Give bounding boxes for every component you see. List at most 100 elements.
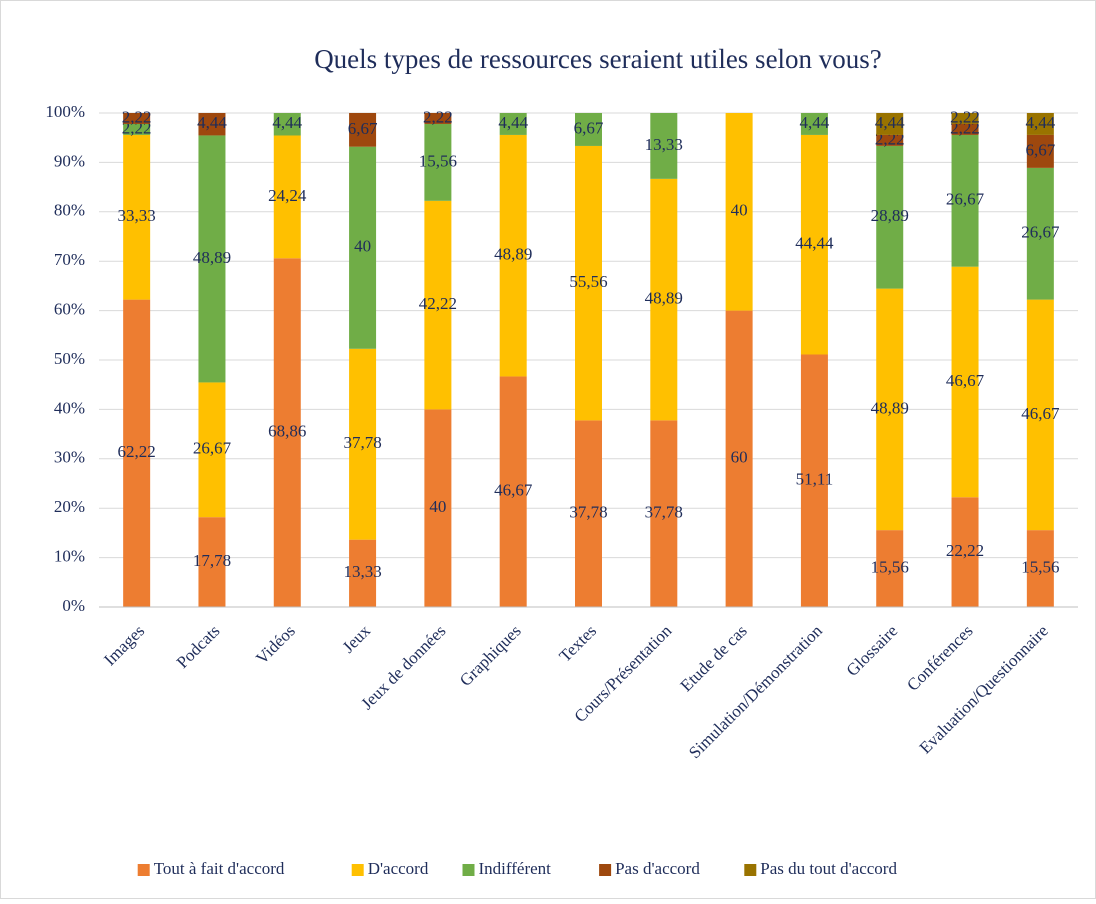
bar-segment (1026, 530, 1054, 607)
y-tick-label: 60% (54, 300, 85, 319)
legend-swatch (137, 864, 150, 876)
bar-segment (650, 178, 678, 421)
legend-label: Tout à fait d'accord (154, 859, 285, 878)
bar-segment (725, 113, 753, 311)
data-label: 46,67 (1021, 404, 1060, 423)
bar-segment (349, 113, 377, 147)
bar-segment (800, 134, 828, 355)
data-label: 48,89 (193, 248, 231, 267)
bar-segment (876, 288, 904, 531)
data-label: 4,44 (800, 113, 830, 132)
data-label: 46,67 (946, 371, 985, 390)
bar-segment (876, 145, 904, 289)
bar-segment (499, 113, 527, 135)
bar-segment (198, 113, 226, 136)
bar-segment (198, 517, 226, 607)
legend-label: Indifférent (479, 859, 552, 878)
data-label: 40 (731, 201, 748, 220)
data-label: 4,44 (197, 113, 227, 132)
bar-segment (499, 376, 527, 607)
data-label: 4,44 (272, 113, 302, 132)
data-label: 17,78 (193, 551, 231, 570)
data-label: 33,33 (118, 206, 156, 225)
bar-segment (123, 299, 151, 607)
data-label: 37,78 (645, 503, 683, 522)
data-label: 24,24 (268, 186, 307, 205)
data-label: 28,89 (871, 206, 909, 225)
data-label: 60 (731, 448, 748, 467)
bar-segment (123, 134, 151, 300)
bar-segment (800, 113, 828, 135)
data-label: 46,67 (494, 481, 533, 500)
data-label: 4,44 (498, 113, 528, 132)
y-tick-label: 10% (54, 547, 85, 566)
legend-swatch (744, 864, 757, 876)
y-tick-label: 90% (54, 151, 85, 170)
data-label: 37,78 (343, 433, 381, 452)
bar-segment (1026, 167, 1054, 300)
chart-title: Quels types de ressources seraient utile… (314, 44, 882, 74)
y-tick-label: 50% (54, 349, 85, 368)
data-label: 4,44 (1025, 113, 1055, 132)
data-label: 48,89 (871, 398, 909, 417)
bar-segment (650, 420, 678, 607)
legend-label: Pas du tout d'accord (760, 859, 897, 878)
y-tick-label: 0% (62, 596, 85, 615)
bar-segment (273, 258, 301, 607)
bar-segment (725, 310, 753, 607)
data-label: 26,67 (1021, 223, 1060, 242)
data-label: 2,22 (122, 107, 152, 126)
data-label: 13,33 (645, 135, 683, 154)
bar-segment (876, 134, 904, 146)
bar-segment (650, 113, 678, 179)
data-label: 40 (354, 237, 371, 256)
data-label: 37,78 (569, 503, 607, 522)
data-label: 68,86 (268, 422, 306, 441)
bar-segment (273, 113, 301, 136)
bar-segment (424, 409, 452, 607)
data-label: 2,22 (423, 107, 453, 126)
y-tick-label: 80% (54, 201, 85, 220)
bar-segment (198, 135, 226, 383)
legend-label: Pas d'accord (615, 859, 700, 878)
bar-segment (349, 539, 377, 607)
bar-segment (951, 497, 979, 607)
bar-segment (1026, 134, 1054, 168)
bar-segment (951, 266, 979, 498)
legend-swatch (462, 864, 475, 876)
bar-segment (123, 113, 151, 124)
y-tick-label: 20% (54, 497, 85, 516)
bar-segment (575, 420, 602, 607)
data-label: 15,56 (871, 557, 909, 576)
bar-segment (876, 530, 904, 607)
bar-segment (1026, 299, 1054, 531)
bar-segment (575, 113, 602, 146)
data-label: 55,56 (569, 272, 607, 291)
data-label: 40 (429, 497, 446, 516)
bar-segment (123, 123, 151, 135)
bar-segment (951, 123, 979, 135)
data-label: 6,67 (574, 118, 604, 137)
bar-segment (876, 113, 904, 135)
bar-segment (424, 200, 452, 410)
y-tick-label: 40% (54, 398, 85, 417)
y-tick-label: 70% (54, 250, 85, 269)
bar-segment (1026, 113, 1054, 135)
data-label: 6,67 (348, 119, 378, 138)
bar-segment (424, 113, 452, 124)
data-label: 2,22 (950, 107, 980, 126)
data-label: 15,56 (419, 151, 457, 170)
data-label: 4,44 (875, 113, 905, 132)
data-label: 48,89 (645, 289, 683, 308)
data-label: 13,33 (343, 562, 381, 581)
bar-segment (800, 354, 828, 607)
bar-segment (273, 135, 301, 259)
bar-segment (349, 146, 377, 349)
data-label: 22,22 (946, 541, 984, 560)
data-label: 62,22 (118, 442, 156, 461)
data-label: 48,89 (494, 245, 532, 264)
data-label: 26,67 (946, 190, 985, 209)
y-tick-label: 100% (45, 102, 85, 121)
